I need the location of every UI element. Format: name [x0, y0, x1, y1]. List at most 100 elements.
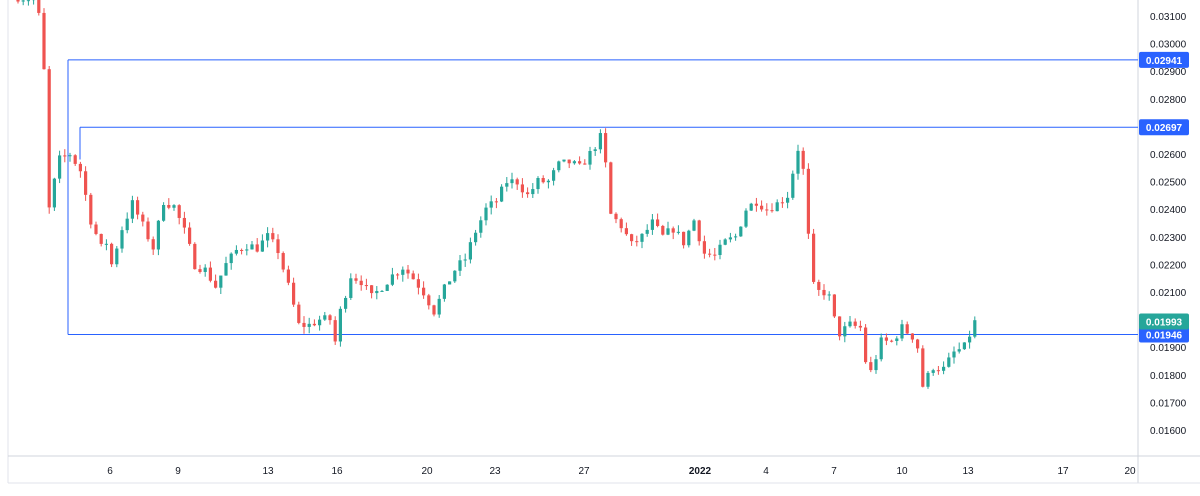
candle[interactable]: [68, 153, 71, 162]
candle[interactable]: [183, 212, 186, 234]
candle[interactable]: [495, 198, 498, 208]
candle[interactable]: [958, 343, 961, 354]
candle[interactable]: [854, 318, 857, 328]
candle[interactable]: [791, 171, 794, 200]
candle[interactable]: [453, 270, 456, 283]
candle[interactable]: [141, 212, 144, 227]
candle[interactable]: [568, 159, 571, 168]
candle[interactable]: [370, 285, 373, 298]
candle[interactable]: [115, 246, 118, 267]
candle[interactable]: [48, 66, 51, 214]
candle[interactable]: [583, 159, 586, 165]
candle[interactable]: [261, 234, 264, 252]
candle[interactable]: [770, 203, 773, 212]
candle[interactable]: [614, 212, 617, 223]
candle[interactable]: [193, 242, 196, 269]
candle[interactable]: [53, 178, 56, 211]
candle[interactable]: [672, 227, 675, 240]
candle[interactable]: [604, 128, 607, 167]
candle[interactable]: [302, 316, 305, 334]
candle[interactable]: [885, 333, 888, 345]
candle[interactable]: [588, 147, 591, 170]
candle[interactable]: [755, 198, 758, 212]
candle[interactable]: [547, 179, 550, 188]
candle[interactable]: [84, 166, 87, 201]
candle[interactable]: [276, 234, 279, 259]
candle[interactable]: [620, 218, 623, 233]
candle[interactable]: [651, 214, 654, 235]
candle[interactable]: [198, 265, 201, 274]
candle[interactable]: [708, 249, 711, 257]
candle[interactable]: [432, 305, 435, 317]
candle[interactable]: [219, 276, 222, 294]
candle[interactable]: [152, 237, 155, 255]
horizontal-levels[interactable]: [68, 60, 1138, 335]
candle[interactable]: [235, 245, 238, 255]
candle[interactable]: [692, 219, 695, 231]
candle[interactable]: [578, 156, 581, 164]
candle[interactable]: [256, 238, 259, 252]
candle[interactable]: [386, 284, 389, 291]
candle[interactable]: [334, 316, 337, 345]
candle[interactable]: [110, 243, 113, 267]
candle[interactable]: [932, 369, 935, 376]
candle[interactable]: [146, 217, 149, 241]
candle[interactable]: [921, 345, 924, 387]
candle[interactable]: [172, 204, 175, 211]
candle[interactable]: [396, 273, 399, 279]
candle[interactable]: [973, 316, 976, 338]
candle[interactable]: [339, 306, 342, 346]
candle[interactable]: [724, 238, 727, 245]
candle[interactable]: [760, 200, 763, 211]
candle[interactable]: [526, 187, 529, 197]
candle[interactable]: [781, 197, 784, 208]
candle[interactable]: [479, 216, 482, 237]
candle[interactable]: [323, 312, 326, 321]
candle[interactable]: [916, 339, 919, 353]
candle[interactable]: [37, 0, 40, 16]
candle[interactable]: [136, 197, 139, 220]
candle[interactable]: [900, 320, 903, 341]
candle[interactable]: [911, 333, 914, 343]
candle[interactable]: [734, 234, 737, 241]
candle[interactable]: [739, 226, 742, 237]
candle[interactable]: [906, 322, 909, 335]
candle[interactable]: [240, 249, 243, 255]
candle[interactable]: [963, 342, 966, 350]
candle[interactable]: [750, 203, 753, 211]
candle[interactable]: [661, 225, 664, 236]
candle[interactable]: [599, 129, 602, 153]
candle[interactable]: [817, 280, 820, 296]
candle[interactable]: [443, 284, 446, 302]
candle[interactable]: [718, 240, 721, 259]
candle[interactable]: [167, 198, 170, 209]
candle[interactable]: [422, 281, 425, 299]
candle[interactable]: [120, 226, 123, 252]
candle[interactable]: [890, 340, 893, 343]
candle[interactable]: [552, 168, 555, 186]
candle[interactable]: [162, 202, 165, 222]
candle[interactable]: [32, 0, 35, 5]
candle[interactable]: [328, 314, 331, 325]
candle[interactable]: [687, 230, 690, 248]
candle[interactable]: [230, 252, 233, 269]
candle[interactable]: [22, 0, 25, 5]
candle[interactable]: [833, 294, 836, 318]
candles[interactable]: [16, 0, 976, 389]
candle[interactable]: [656, 214, 659, 228]
candle[interactable]: [313, 319, 316, 326]
candle[interactable]: [271, 228, 274, 242]
candle[interactable]: [942, 361, 945, 374]
candle[interactable]: [703, 236, 706, 259]
candle[interactable]: [625, 223, 628, 236]
candle[interactable]: [895, 336, 898, 345]
candle[interactable]: [380, 290, 383, 292]
candle[interactable]: [807, 163, 810, 239]
candle[interactable]: [178, 204, 181, 224]
candle[interactable]: [42, 8, 45, 69]
candle[interactable]: [417, 274, 420, 295]
candle[interactable]: [365, 279, 368, 290]
candle[interactable]: [968, 331, 971, 349]
